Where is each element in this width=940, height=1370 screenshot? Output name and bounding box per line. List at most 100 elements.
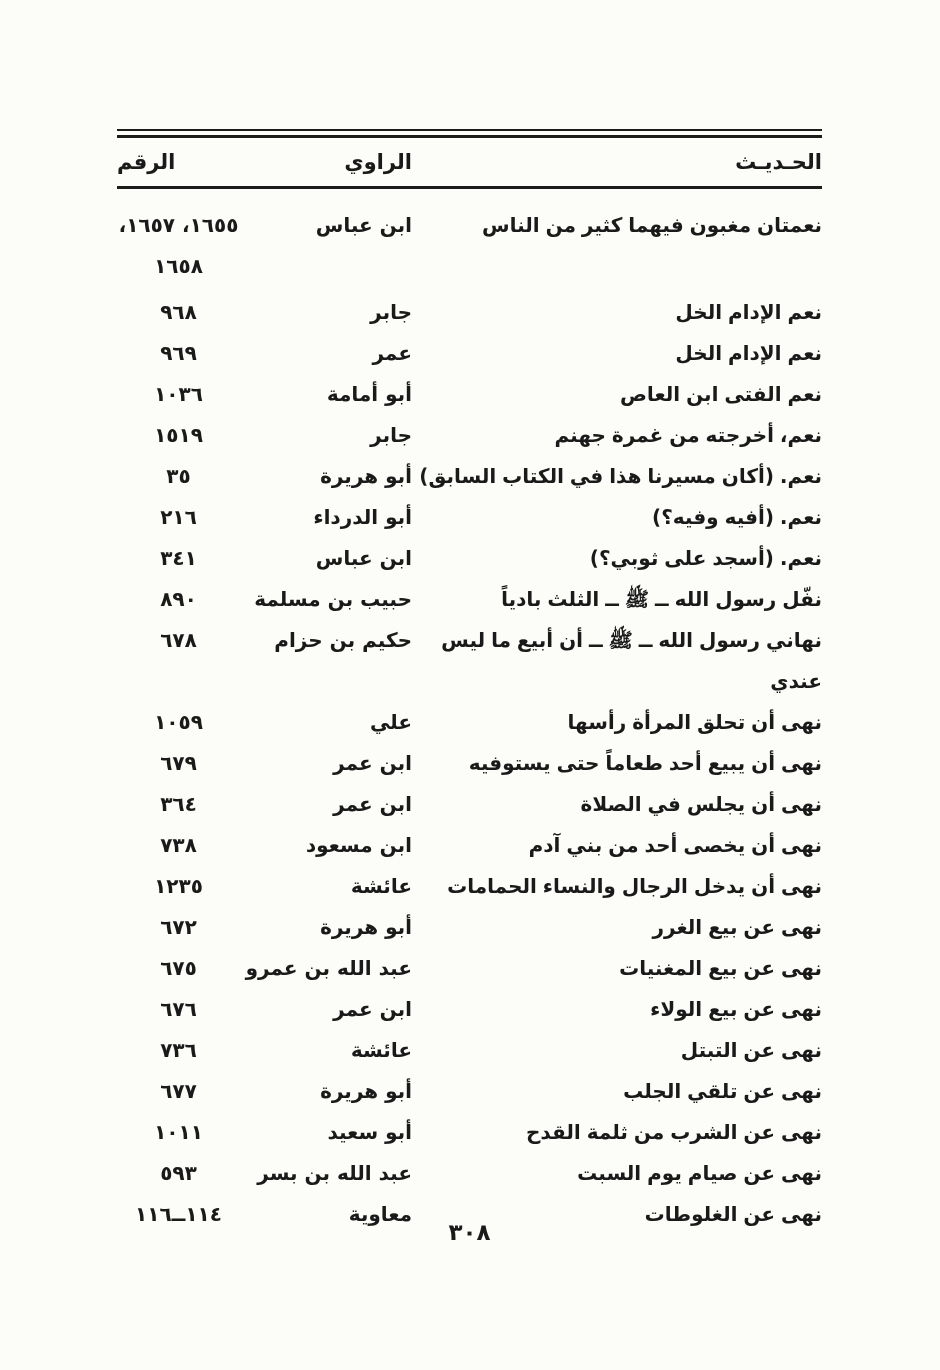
hadith-number: ٦٧٥ — [160, 956, 197, 980]
hadith-number: ٦٧٧ — [160, 1079, 197, 1103]
narrator-name: أبو أمامة — [326, 382, 412, 406]
narrator-name: ابن مسعود — [305, 833, 412, 857]
narrator-name: حبيب بن مسلمة — [254, 587, 412, 611]
table-row: نهى أن يخصى أحد من بني آدم ابن مسعود ٧٣٨ — [117, 825, 822, 866]
narrator-name: معاوية — [348, 1202, 412, 1226]
narrator-name: عبد الله بن عمرو — [245, 956, 412, 980]
hadith-number: ٨٩٠ — [160, 587, 197, 611]
narrator-name: عائشة — [350, 1038, 412, 1062]
table-row: نعم، أخرجته من غمرة جهنم جابر ١٥١٩ — [117, 415, 822, 456]
hadith-text: نعم. (أفيه وفيه؟) — [652, 505, 822, 529]
hadith-number: ٧٣٦ — [160, 1038, 197, 1062]
table-row: نهى أن يبيع أحد طعاماً حتى يستوفيه ابن ع… — [117, 743, 822, 784]
narrator-name: عمر — [372, 341, 412, 365]
table-row: نهى عن تلقي الجلب أبو هريرة ٦٧٧ — [117, 1071, 822, 1112]
narrator-name: ابن عمر — [333, 997, 412, 1021]
hadith-number: ٣٥ — [166, 464, 191, 488]
hadith-text: نعم. (أكان مسيرنا هذا في الكتاب السابق) — [419, 464, 822, 488]
table-row: نعم الإدام الخل عمر ٩٦٩ — [117, 333, 822, 374]
hadith-text: نهى عن بيع المغنيات — [619, 956, 822, 980]
table-row: نفّل رسول الله ــ ﷺ ــ الثلث بادياً حبيب… — [117, 579, 822, 620]
hadith-text: نهى عن صيام يوم السبت — [577, 1161, 822, 1185]
table-row: نهى عن صيام يوم السبت عبد الله بن بسر ٥٩… — [117, 1153, 822, 1194]
hadith-text: نفّل رسول الله ــ ﷺ ــ الثلث بادياً — [501, 587, 822, 611]
table-row: نعم. (أكان مسيرنا هذا في الكتاب السابق) … — [117, 456, 822, 497]
hadith-number: ٩٦٨ — [160, 300, 197, 324]
hadith-text: نهى عن التبتل — [680, 1038, 822, 1062]
table-row: نهى عن بيع الغرر أبو هريرة ٦٧٢ — [117, 907, 822, 948]
table-row: نهى عن الشرب من ثلمة القدح أبو سعيد ١٠١١ — [117, 1112, 822, 1153]
hadith-number: ١١٤ــ١١٦ — [135, 1202, 222, 1226]
narrator-name: أبو سعيد — [327, 1120, 412, 1144]
hadith-text: نعم الإدام الخل — [675, 300, 822, 324]
table-row: نهى عن بيع المغنيات عبد الله بن عمرو ٦٧٥ — [117, 948, 822, 989]
hadith-text: نعم الفتى ابن العاص — [620, 382, 822, 406]
hadith-text: نهى عن تلقي الجلب — [623, 1079, 822, 1103]
table-row: نهى عن بيع الولاء ابن عمر ٦٧٦ — [117, 989, 822, 1030]
table-row: نهى أن تحلق المرأة رأسها علي ١٠٥٩ — [117, 702, 822, 743]
narrator-name: حكيم بن حزام — [274, 628, 412, 652]
hadith-text: نهى أن يخصى أحد من بني آدم — [528, 833, 822, 857]
hadith-number: ٦٧٢ — [160, 915, 197, 939]
hadith-number: ٣٦٤ — [160, 792, 197, 816]
hadith-text: نهى أن يدخل الرجال والنساء الحمامات — [447, 874, 822, 898]
table-row: نعم الإدام الخل جابر ٩٦٨ — [117, 292, 822, 333]
narrator-name: ابن عمر — [333, 751, 412, 775]
hadith-text: نهى عن الغلوطات — [644, 1202, 822, 1226]
narrator-name: جابر — [370, 300, 412, 324]
hadith-text: نعم. (أسجد على ثوبي؟) — [589, 546, 822, 570]
hadith-number: ٦٧٩ — [160, 751, 197, 775]
column-header-hadith: الحـديـث — [735, 150, 822, 174]
narrator-name: أبو هريرة — [320, 915, 412, 939]
table-row: نهى أن يجلس في الصلاة ابن عمر ٣٦٤ — [117, 784, 822, 825]
narrator-name: أبو هريرة — [320, 1079, 412, 1103]
hadith-text: نهى أن يبيع أحد طعاماً حتى يستوفيه — [468, 751, 822, 775]
narrator-name: ابن عمر — [333, 792, 412, 816]
hadith-number: ١٥١٩ — [154, 423, 203, 447]
hadith-text: نهى عن الشرب من ثلمة القدح — [526, 1120, 822, 1144]
hadith-text: نعم الإدام الخل — [675, 341, 822, 365]
table-row: نعمتان مغبون فيهما كثير من الناس ابن عبا… — [117, 205, 822, 287]
table-row: نعم. (أفيه وفيه؟) أبو الدرداء ٢١٦ — [117, 497, 822, 538]
hadith-number: ٣٤١ — [160, 546, 197, 570]
table-row: نهى عن التبتل عائشة ٧٣٦ — [117, 1030, 822, 1071]
table-body: نعمتان مغبون فيهما كثير من الناس ابن عبا… — [117, 189, 822, 1235]
column-header-number: الرقم — [117, 150, 176, 174]
hadith-number: ١٠٣٦ — [154, 382, 203, 406]
table-row: نهى أن يدخل الرجال والنساء الحمامات عائش… — [117, 866, 822, 907]
table-row: نهاني رسول الله ــ ﷺ ــ أن أبيع ما ليس ع… — [117, 620, 822, 702]
hadith-number: ٦٧٦ — [160, 997, 197, 1021]
hadith-number: ١٠٥٩ — [154, 710, 203, 734]
hadith-number: ٩٦٩ — [160, 341, 197, 365]
hadith-number: ٧٣٨ — [160, 833, 197, 857]
hadith-number: ٦٧٨ — [160, 628, 197, 652]
narrator-name: أبو هريرة — [320, 464, 412, 488]
hadith-text: نهى عن بيع الولاء — [650, 997, 822, 1021]
table-row: نعم الفتى ابن العاص أبو أمامة ١٠٣٦ — [117, 374, 822, 415]
hadith-number: ١٦٥٥، ١٦٥٧، ١٦٥٨ — [118, 213, 239, 278]
hadith-text: نهى عن بيع الغرر — [652, 915, 822, 939]
narrator-name: عائشة — [350, 874, 412, 898]
hadith-text: نهى أن تحلق المرأة رأسها — [567, 710, 822, 734]
narrator-name: عبد الله بن بسر — [257, 1161, 412, 1185]
table-top-rule — [117, 129, 822, 138]
column-header-narrator: الراوي — [344, 150, 412, 174]
table-row: نعم. (أسجد على ثوبي؟) ابن عباس ٣٤١ — [117, 538, 822, 579]
narrator-name: ابن عباس — [315, 546, 412, 570]
table-header-row: الحـديـث الراوي الرقم — [117, 138, 822, 186]
page-number: ٣٠٨ — [448, 1220, 491, 1246]
narrator-name: ابن عباس — [315, 213, 412, 237]
hadith-index-table: الحـديـث الراوي الرقم نعمتان مغبون فيهما… — [117, 129, 822, 1235]
hadith-text: نهاني رسول الله ــ ﷺ ــ أن أبيع ما ليس ع… — [441, 628, 822, 693]
narrator-name: جابر — [370, 423, 412, 447]
hadith-text: نهى أن يجلس في الصلاة — [580, 792, 822, 816]
table-header-bottom-rule — [117, 186, 822, 189]
hadith-number: ١٠١١ — [154, 1120, 203, 1144]
hadith-number: ٥٩٣ — [160, 1161, 197, 1185]
narrator-name: أبو الدرداء — [313, 505, 412, 529]
hadith-text: نعمتان مغبون فيهما كثير من الناس — [481, 213, 822, 237]
narrator-name: علي — [369, 710, 412, 734]
hadith-number: ٢١٦ — [160, 505, 197, 529]
table-row: نهى عن الغلوطات معاوية ١١٤ــ١١٦ — [117, 1194, 822, 1235]
